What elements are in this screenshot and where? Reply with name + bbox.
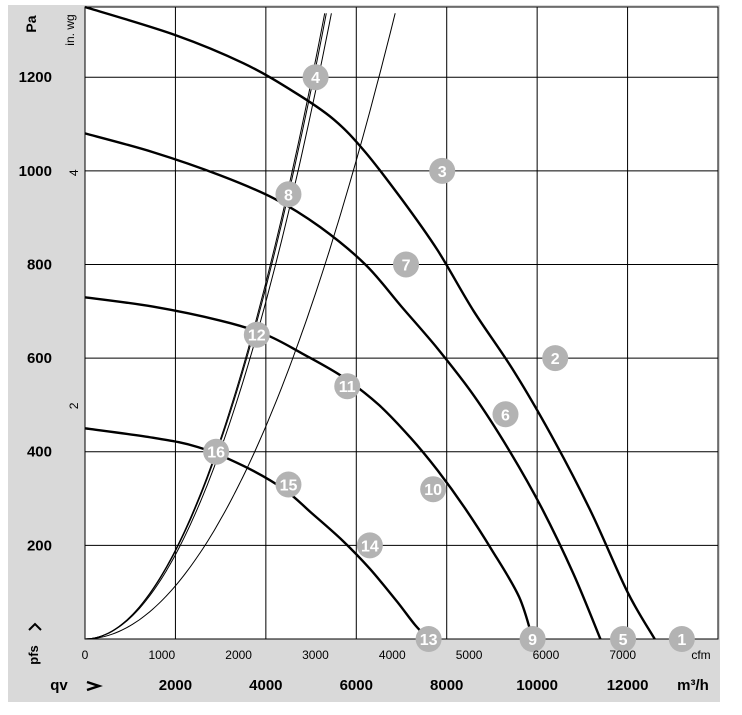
x-unit-secondary-label: cfm (691, 648, 710, 662)
x-tick-m3h: 12000 (607, 677, 649, 694)
operating-point-label: 5 (619, 632, 628, 649)
operating-point-marker (334, 373, 361, 400)
operating-point-label: 13 (420, 632, 438, 649)
operating-point-label: 16 (207, 445, 225, 462)
operating-point-marker (275, 471, 302, 498)
operating-point-label: 14 (361, 538, 379, 555)
x-tick-cfm: 4000 (379, 648, 406, 662)
y-unit-label: Pa (23, 15, 39, 32)
operating-point-label: 1 (677, 632, 686, 649)
operating-point-marker (668, 626, 695, 652)
system-curve (84, 13, 396, 640)
operating-point-label: 11 (339, 379, 356, 396)
tick-labels: 2000 4000 6000 8000 10000 12000 0 1000 2000 3000 4… (19, 69, 649, 694)
x-tick-cfm: 1000 (148, 648, 175, 662)
x-unit-label: m³/h (677, 677, 709, 694)
plot-border (84, 6, 719, 640)
operating-point-label: 9 (528, 632, 537, 649)
plot-area (85, 7, 718, 639)
y-unit-secondary-label: in. wg (63, 14, 77, 45)
x-tick-m3h: 8000 (430, 677, 463, 694)
x-tick-m3h: 2000 (159, 677, 192, 694)
fan-curve (84, 5, 656, 640)
operating-point-marker (203, 438, 230, 465)
y-tick-inwg: 4 (67, 169, 81, 176)
operating-point-marker (243, 321, 270, 348)
operating-point-label: 7 (402, 257, 411, 274)
axis-arrows (28, 622, 103, 692)
operating-point-marker (275, 181, 302, 208)
operating-point-marker (542, 345, 569, 372)
y-tick-pa: 600 (27, 350, 52, 367)
x-tick-m3h: 4000 (249, 677, 282, 694)
y-tick-pa: 1200 (19, 69, 52, 86)
operating-point-marker (420, 476, 447, 503)
operating-point-marker (302, 64, 329, 91)
operating-point-marker (415, 626, 442, 652)
y-tick-pa: 800 (27, 256, 52, 273)
y-axis-arrow-icon (28, 622, 42, 631)
operating-point-marker (610, 626, 637, 652)
x-tick-m3h: 6000 (340, 677, 373, 694)
operating-point-label: 6 (501, 407, 510, 424)
operating-point-marker (393, 251, 420, 278)
operating-point-label: 15 (280, 478, 298, 495)
operating-point-label: 8 (284, 187, 293, 204)
y-tick-pa: 200 (27, 537, 52, 554)
y-symbol-label: pfs (26, 645, 41, 665)
x-tick-cfm: 6000 (533, 648, 560, 662)
x-tick-cfm: 0 (82, 648, 89, 662)
operating-point-label: 3 (438, 164, 447, 181)
x-symbol-label: qv (50, 677, 68, 694)
operating-point-marker (519, 626, 546, 652)
y-tick-pa: 400 (27, 444, 52, 461)
fan-curve (84, 296, 534, 640)
fan-curve (84, 427, 430, 640)
operating-point-marker (429, 157, 456, 184)
operating-point-label: 4 (311, 70, 320, 87)
x-tick-cfm: 7000 (609, 648, 636, 662)
operating-point-label: 12 (248, 328, 266, 345)
operating-point-marker (492, 401, 519, 428)
x-tick-cfm: 2000 (225, 648, 252, 662)
fan-curve (84, 132, 602, 640)
operating-point-marker (356, 532, 383, 559)
axis-labels: Pa in. wg pfs qv m³/h cfm (23, 14, 711, 694)
x-tick-cfm: 3000 (302, 648, 329, 662)
y-tick-inwg: 2 (67, 402, 81, 409)
x-tick-cfm: 5000 (456, 648, 483, 662)
operating-point-label: 10 (424, 482, 442, 499)
operating-point-label: 2 (551, 351, 560, 368)
x-axis-arrow-icon (86, 680, 103, 692)
y-tick-pa: 1000 (19, 163, 52, 180)
x-tick-m3h: 10000 (516, 677, 558, 694)
